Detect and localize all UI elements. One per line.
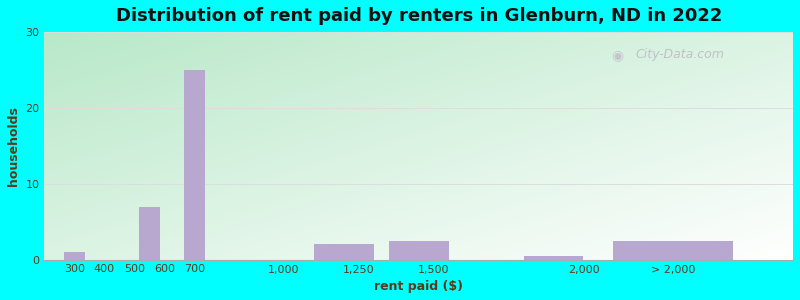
Bar [64,252,85,260]
Title: Distribution of rent paid by renters in Glenburn, ND in 2022: Distribution of rent paid by renters in … [115,7,722,25]
Y-axis label: households: households [7,106,20,186]
Bar [614,241,733,260]
Bar [184,70,205,260]
X-axis label: rent paid ($): rent paid ($) [374,280,463,293]
Bar [139,206,160,260]
Text: City-Data.com: City-Data.com [636,48,725,61]
Bar [523,256,583,260]
Bar [389,241,449,260]
Text: ◉: ◉ [611,48,623,62]
Bar [314,244,374,260]
